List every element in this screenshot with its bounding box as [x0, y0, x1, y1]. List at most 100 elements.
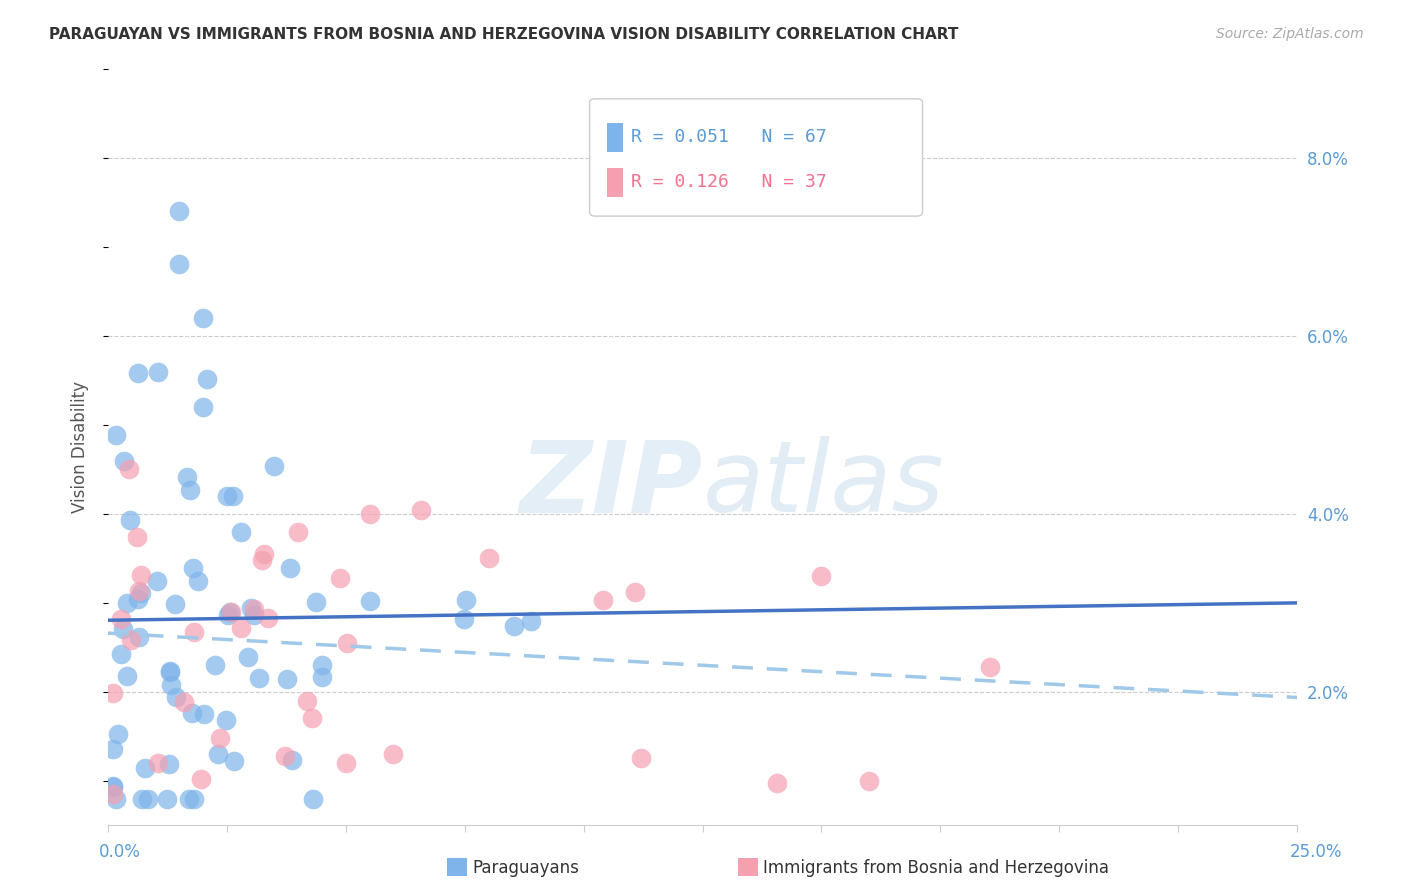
Point — [129, 567, 152, 582]
Point — [112, 453, 135, 467]
Point — [520, 614, 543, 628]
Point — [409, 503, 432, 517]
Point — [128, 583, 150, 598]
Text: Paraguayans: Paraguayans — [472, 859, 579, 877]
Point — [128, 630, 150, 644]
Point — [183, 624, 205, 639]
Point — [156, 791, 179, 805]
Point — [335, 756, 357, 771]
Point — [117, 462, 139, 476]
Point — [145, 574, 167, 588]
Point — [163, 597, 186, 611]
Point — [240, 601, 263, 615]
Point — [181, 560, 204, 574]
Point — [105, 428, 128, 442]
Point — [204, 658, 226, 673]
Point — [243, 608, 266, 623]
Point — [193, 706, 215, 721]
Point — [118, 513, 141, 527]
Text: 25.0%: 25.0% — [1291, 843, 1343, 861]
Point — [209, 731, 232, 746]
Text: Immigrants from Bosnia and Herzegovina: Immigrants from Bosnia and Herzegovina — [763, 859, 1109, 877]
Point — [219, 605, 242, 619]
Point — [253, 547, 276, 561]
Point — [104, 791, 127, 805]
Point — [215, 714, 238, 728]
Text: R = 0.051   N = 67: R = 0.051 N = 67 — [631, 128, 827, 145]
Point — [173, 695, 195, 709]
Point — [159, 664, 181, 678]
Point — [287, 524, 309, 539]
Point — [191, 400, 214, 414]
Point — [169, 204, 191, 219]
Point — [302, 791, 325, 805]
Point — [242, 602, 264, 616]
Point — [335, 635, 357, 649]
Point — [127, 366, 149, 380]
Point — [215, 489, 238, 503]
Text: R = 0.126   N = 37: R = 0.126 N = 37 — [631, 173, 827, 191]
Point — [101, 742, 124, 756]
Point — [229, 622, 252, 636]
Point — [630, 751, 652, 765]
Point — [247, 671, 270, 685]
Point — [766, 776, 789, 790]
Point — [207, 747, 229, 761]
Point — [169, 257, 191, 271]
Point — [125, 530, 148, 544]
Point — [250, 553, 273, 567]
Point — [110, 612, 132, 626]
Point — [305, 595, 328, 609]
Point — [329, 571, 352, 585]
Point — [195, 372, 218, 386]
Point — [274, 749, 297, 764]
Point — [179, 791, 201, 805]
Text: PARAGUAYAN VS IMMIGRANTS FROM BOSNIA AND HERZEGOVINA VISION DISABILITY CORRELATI: PARAGUAYAN VS IMMIGRANTS FROM BOSNIA AND… — [49, 27, 959, 42]
Point — [146, 365, 169, 379]
Point — [181, 706, 204, 720]
Point — [236, 649, 259, 664]
Point — [359, 507, 381, 521]
Point — [453, 612, 475, 626]
Point — [187, 574, 209, 588]
Point — [311, 658, 333, 673]
Text: atlas: atlas — [703, 436, 945, 533]
Point — [477, 551, 499, 566]
Point — [134, 760, 156, 774]
Point — [159, 757, 181, 772]
Point — [231, 524, 253, 539]
Text: 0.0%: 0.0% — [98, 843, 141, 861]
Point — [810, 569, 832, 583]
Point — [979, 659, 1001, 673]
Point — [360, 593, 382, 607]
Point — [107, 727, 129, 741]
Point — [382, 747, 405, 762]
Point — [219, 605, 242, 619]
Point — [101, 788, 124, 802]
Point — [217, 607, 239, 622]
Point — [276, 672, 298, 686]
Point — [165, 690, 187, 705]
Point — [129, 586, 152, 600]
Point — [257, 611, 280, 625]
Point — [159, 665, 181, 679]
Point — [191, 310, 214, 325]
Point — [190, 772, 212, 787]
Point — [120, 632, 142, 647]
Point — [112, 622, 135, 636]
Point — [127, 592, 149, 607]
Point — [183, 791, 205, 805]
Point — [592, 592, 614, 607]
Point — [858, 773, 880, 788]
Point — [136, 791, 159, 805]
Point — [301, 711, 323, 725]
FancyBboxPatch shape — [589, 99, 922, 216]
Point — [454, 592, 477, 607]
Point — [263, 458, 285, 473]
Text: ZIP: ZIP — [520, 436, 703, 533]
Point — [502, 619, 524, 633]
Point — [224, 754, 246, 768]
FancyBboxPatch shape — [607, 123, 623, 152]
Point — [295, 694, 318, 708]
Point — [131, 791, 153, 805]
